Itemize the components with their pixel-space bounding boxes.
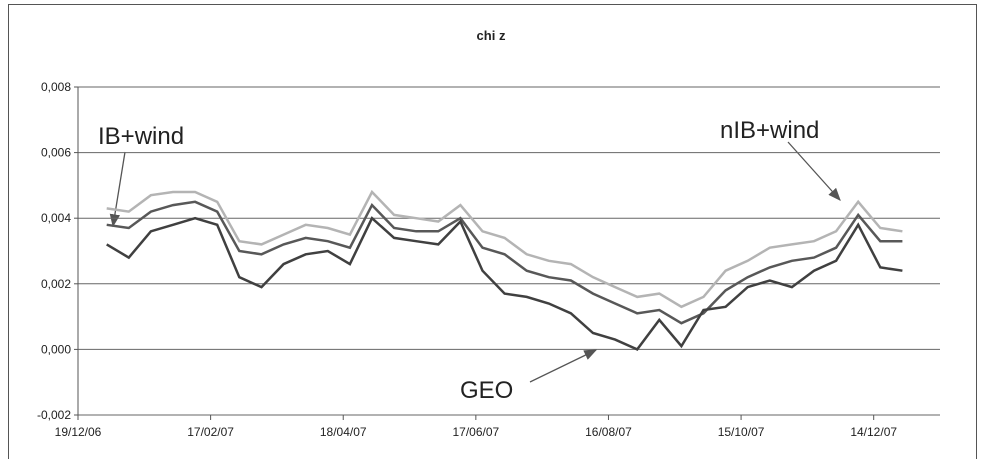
series-line	[106, 200, 903, 325]
y-tick-label: 0,008	[41, 80, 71, 94]
y-tick-label: 0,006	[41, 146, 71, 160]
x-tick-label: 17/06/07	[452, 425, 499, 439]
x-tick-label: 17/02/07	[187, 425, 234, 439]
series-line	[106, 189, 903, 309]
y-tick-label: 0,002	[41, 277, 71, 291]
annotation: GEO	[460, 377, 513, 404]
x-tick-label: 16/08/07	[585, 425, 632, 439]
x-tick-label: 14/12/07	[850, 425, 897, 439]
x-tick-label: 19/12/06	[55, 425, 102, 439]
annotation: IB+wind	[98, 123, 184, 150]
chart-title: chi z	[477, 28, 506, 43]
y-tick-label: -0,002	[37, 408, 71, 422]
annotation: nIB+wind	[720, 117, 819, 144]
arrow	[787, 141, 841, 201]
series-line	[106, 216, 903, 351]
x-tick-label: 15/10/07	[718, 425, 765, 439]
arrow	[109, 151, 126, 228]
y-tick-label: 0,004	[41, 211, 71, 225]
arrow	[529, 349, 598, 383]
x-tick-label: 18/04/07	[320, 425, 367, 439]
y-tick-label: 0,000	[41, 342, 71, 356]
